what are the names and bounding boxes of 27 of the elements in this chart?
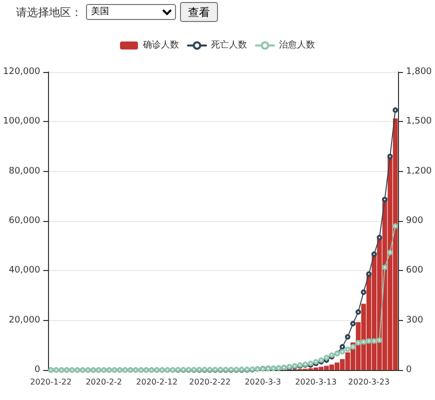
text: 请选择地区： <box>16 4 82 20</box>
y-tick-label: 40,000 <box>8 266 40 276</box>
y2-tick-label: 0 <box>406 365 412 375</box>
y-tick-label: 100,000 <box>3 116 40 127</box>
y2-tick-label: 1,800 <box>406 67 432 77</box>
y2-tick-label: 1,200 <box>406 166 432 176</box>
legend-label: 死亡人数 <box>211 40 247 50</box>
legend-label: 治愈人数 <box>279 40 315 50</box>
x-tick-label: 2020-3-23 <box>348 378 390 386</box>
y-tick-label: 0 <box>34 365 40 375</box>
y-tick-label: 20,000 <box>8 315 40 326</box>
legend-label: 确诊人数 <box>142 40 179 50</box>
y-tick-label: 60,000 <box>8 216 40 226</box>
y2-tick-label: 1,500 <box>406 116 432 127</box>
x-tick-label: 2020-1-22 <box>30 378 72 386</box>
view-button: 查看 <box>180 2 218 22</box>
y-tick-label: 120,000 <box>3 67 40 77</box>
x-tick-label: 2020-2-22 <box>189 378 231 386</box>
region-select: 美国 <box>86 4 176 20</box>
y2-tick-label: 300 <box>406 315 424 326</box>
y-tick-label: 80,000 <box>8 166 40 176</box>
x-tick-label: 2020-2-12 <box>136 378 178 386</box>
x-tick-label: 2020-2-2 <box>86 378 122 386</box>
y2-tick-label: 600 <box>406 266 424 276</box>
x-tick-label: 2020-3-13 <box>295 378 337 386</box>
x-tick-label: 2020-3-3 <box>244 378 282 386</box>
y2-tick-label: 900 <box>406 216 424 226</box>
